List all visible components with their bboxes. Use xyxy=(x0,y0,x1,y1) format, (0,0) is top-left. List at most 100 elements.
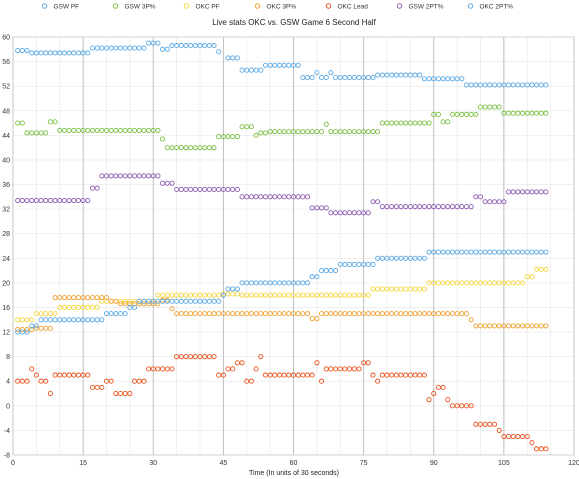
data-point xyxy=(314,70,320,76)
data-point xyxy=(286,62,292,68)
data-point xyxy=(192,292,198,298)
data-point xyxy=(225,186,231,192)
data-point xyxy=(216,49,222,55)
data-point xyxy=(510,434,516,440)
data-point xyxy=(520,434,526,440)
data-point xyxy=(211,43,217,49)
data-point xyxy=(19,378,25,384)
data-point xyxy=(505,249,512,255)
data-point xyxy=(272,194,278,200)
y-tick-label: 56 xyxy=(2,59,10,66)
data-point xyxy=(253,67,259,73)
data-point xyxy=(417,120,423,126)
data-point xyxy=(281,194,287,200)
data-point xyxy=(122,311,128,317)
x-tick-label: 120 xyxy=(568,460,579,467)
data-point xyxy=(370,286,376,292)
data-point xyxy=(267,311,273,317)
data-point xyxy=(463,280,470,286)
data-point xyxy=(505,434,512,440)
data-point xyxy=(80,295,86,301)
data-point xyxy=(216,186,222,192)
data-point xyxy=(61,127,67,133)
data-point xyxy=(304,372,311,378)
data-point xyxy=(141,45,147,51)
data-point xyxy=(417,204,423,210)
data-point xyxy=(314,205,320,211)
x-tick-labels: 0 15 30 45 60 75 90 105 120 xyxy=(11,460,579,467)
data-point xyxy=(155,40,161,46)
data-point xyxy=(192,186,198,192)
data-point xyxy=(188,354,194,360)
data-point xyxy=(370,372,376,378)
data-point xyxy=(15,327,21,333)
data-point xyxy=(136,378,142,384)
data-point xyxy=(370,311,376,317)
data-point xyxy=(202,145,208,151)
data-point xyxy=(174,354,180,360)
legend-label: OKC 3P% xyxy=(267,4,297,11)
data-point xyxy=(85,197,91,204)
data-point xyxy=(487,323,493,329)
data-point xyxy=(389,72,395,78)
data-point xyxy=(216,292,222,298)
data-point xyxy=(169,298,175,304)
data-point xyxy=(351,129,357,135)
data-point xyxy=(234,286,240,292)
data-point xyxy=(375,129,381,135)
data-point xyxy=(244,124,250,130)
data-point xyxy=(389,204,395,210)
data-point xyxy=(122,298,128,304)
data-point xyxy=(342,129,348,135)
data-point xyxy=(15,197,21,204)
data-point xyxy=(393,372,399,378)
data-point xyxy=(314,129,320,135)
data-point xyxy=(89,304,96,311)
legend-label: GSW 2PT% xyxy=(409,4,444,11)
data-point xyxy=(15,47,21,54)
data-point xyxy=(29,50,35,56)
data-point xyxy=(543,266,549,272)
y-tick-label: 52 xyxy=(2,84,10,91)
data-point xyxy=(389,120,395,126)
data-point xyxy=(337,311,343,317)
data-point xyxy=(347,366,353,372)
data-point xyxy=(412,120,418,126)
series-okc-lead xyxy=(15,354,549,452)
data-point xyxy=(431,311,437,317)
data-point xyxy=(491,104,498,110)
data-point xyxy=(309,315,315,322)
data-point xyxy=(206,298,212,304)
data-point xyxy=(52,372,58,378)
data-point xyxy=(295,129,301,135)
data-point xyxy=(328,311,334,317)
y-tick-label: 60 xyxy=(2,35,10,42)
data-point xyxy=(117,173,124,179)
data-point xyxy=(192,298,198,304)
data-point xyxy=(496,280,502,286)
data-point xyxy=(529,82,535,88)
data-point xyxy=(262,130,269,136)
data-point xyxy=(524,82,530,88)
data-point xyxy=(398,286,404,292)
data-point xyxy=(216,372,222,378)
data-point xyxy=(445,249,451,255)
data-point xyxy=(103,378,110,384)
data-point xyxy=(146,366,152,372)
data-point xyxy=(384,204,390,210)
data-point xyxy=(412,204,418,210)
data-point xyxy=(286,311,292,317)
data-point xyxy=(258,354,264,360)
data-point xyxy=(309,274,315,280)
data-point xyxy=(276,372,283,378)
data-point xyxy=(234,186,240,192)
data-point xyxy=(160,180,166,186)
data-point xyxy=(505,323,512,329)
data-point xyxy=(477,421,484,427)
data-point xyxy=(361,311,367,317)
data-point xyxy=(398,372,404,378)
data-point xyxy=(66,295,72,301)
data-point xyxy=(370,261,376,267)
data-point xyxy=(337,129,343,135)
data-point xyxy=(309,372,315,378)
